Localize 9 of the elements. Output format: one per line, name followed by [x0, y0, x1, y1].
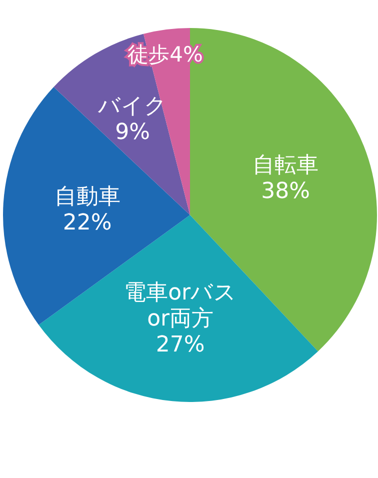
data-label: 9%	[115, 120, 150, 145]
slice-label: 自転車	[252, 153, 319, 178]
slice-label: 徒歩	[128, 42, 170, 67]
data-label: 27%	[156, 332, 205, 358]
slice-label: 自動車	[54, 184, 120, 210]
slice-label: バイク	[97, 94, 168, 119]
slice-label: 電車orバスor両方	[124, 280, 237, 332]
data-label: 38%	[261, 179, 310, 204]
data-label: 22%	[62, 210, 112, 236]
